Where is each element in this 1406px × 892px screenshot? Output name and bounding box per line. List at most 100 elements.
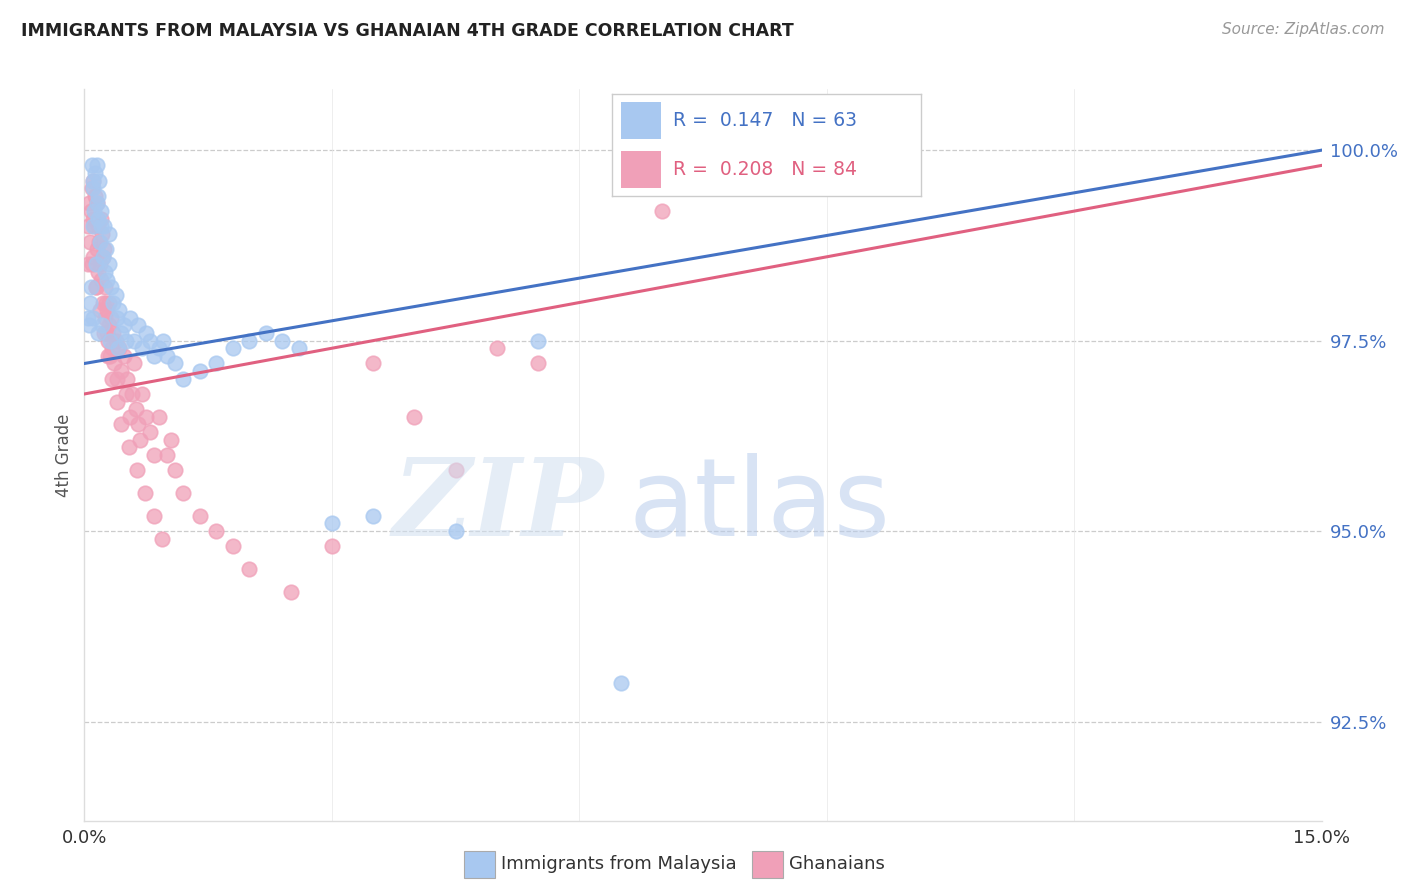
Point xyxy=(91,250,114,264)
Point xyxy=(79,196,101,211)
Point xyxy=(89,303,111,318)
Point xyxy=(135,326,157,340)
Point xyxy=(117,372,139,386)
Point xyxy=(127,417,149,432)
Point xyxy=(444,463,467,477)
Text: atlas: atlas xyxy=(628,453,891,559)
Point xyxy=(90,219,112,234)
Point xyxy=(83,219,105,234)
Point xyxy=(105,394,128,409)
Point xyxy=(98,295,121,310)
Point xyxy=(165,463,187,477)
Point xyxy=(527,356,550,370)
Point xyxy=(238,334,260,348)
Point xyxy=(114,334,136,348)
FancyBboxPatch shape xyxy=(621,102,661,139)
Point xyxy=(90,211,112,226)
Point xyxy=(148,409,170,424)
Point xyxy=(96,326,118,340)
Point xyxy=(280,585,302,599)
Point xyxy=(165,356,187,370)
Point xyxy=(100,310,122,325)
Point xyxy=(91,250,114,264)
Point xyxy=(124,402,146,417)
Point xyxy=(80,257,103,271)
Point xyxy=(156,448,179,462)
Point xyxy=(271,334,294,348)
Point xyxy=(118,310,141,325)
Point xyxy=(98,349,121,363)
Text: Ghanaians: Ghanaians xyxy=(789,855,884,873)
Point xyxy=(172,372,194,386)
Point xyxy=(86,242,108,256)
Point xyxy=(80,158,103,172)
Point xyxy=(90,227,112,241)
Point xyxy=(110,326,132,340)
Point xyxy=(77,310,100,325)
Point xyxy=(80,181,103,195)
Point xyxy=(94,265,117,279)
Point xyxy=(100,280,122,294)
Point xyxy=(222,341,245,355)
Point xyxy=(148,341,170,355)
Point xyxy=(172,486,194,500)
Point xyxy=(254,326,277,340)
Point xyxy=(89,257,111,271)
Point xyxy=(143,349,166,363)
Point xyxy=(112,349,135,363)
Point xyxy=(321,516,343,531)
Point xyxy=(131,341,153,355)
Text: Source: ZipAtlas.com: Source: ZipAtlas.com xyxy=(1222,22,1385,37)
Point xyxy=(651,204,673,219)
Point xyxy=(89,235,111,249)
Point xyxy=(143,448,166,462)
Point xyxy=(94,280,117,294)
Point xyxy=(93,242,115,256)
Point xyxy=(118,440,141,454)
Point xyxy=(105,372,128,386)
Point xyxy=(156,349,179,363)
Point xyxy=(112,318,135,333)
Point xyxy=(84,280,107,294)
Point xyxy=(238,562,260,576)
Point xyxy=(188,508,211,523)
Point xyxy=(90,204,112,219)
Point xyxy=(114,387,136,401)
Point xyxy=(98,257,121,271)
Text: ZIP: ZIP xyxy=(392,453,605,559)
Point xyxy=(321,539,343,553)
Point xyxy=(82,174,104,188)
Point xyxy=(97,349,120,363)
Point xyxy=(131,387,153,401)
Point xyxy=(86,196,108,211)
Point xyxy=(87,189,110,203)
Point xyxy=(93,219,115,234)
Point xyxy=(94,310,117,325)
Point xyxy=(103,326,125,340)
Point xyxy=(135,409,157,424)
Point xyxy=(139,334,162,348)
Point xyxy=(94,242,117,256)
Point xyxy=(84,189,107,203)
Point xyxy=(609,676,631,690)
Point xyxy=(404,409,426,424)
Point xyxy=(129,433,152,447)
Point xyxy=(127,463,149,477)
Point xyxy=(444,524,467,538)
Point xyxy=(121,387,143,401)
Text: IMMIGRANTS FROM MALAYSIA VS GHANAIAN 4TH GRADE CORRELATION CHART: IMMIGRANTS FROM MALAYSIA VS GHANAIAN 4TH… xyxy=(21,22,794,40)
Point xyxy=(86,326,108,340)
Point xyxy=(205,356,228,370)
Point xyxy=(98,334,121,348)
FancyBboxPatch shape xyxy=(621,151,661,188)
Point xyxy=(97,334,120,348)
Point xyxy=(104,288,127,302)
Point xyxy=(90,273,112,287)
Point xyxy=(90,318,112,333)
Text: R =  0.147   N = 63: R = 0.147 N = 63 xyxy=(673,111,858,130)
Point xyxy=(79,235,101,249)
Point xyxy=(152,334,174,348)
Point xyxy=(103,356,125,370)
Point xyxy=(288,341,311,355)
Point xyxy=(142,508,165,523)
